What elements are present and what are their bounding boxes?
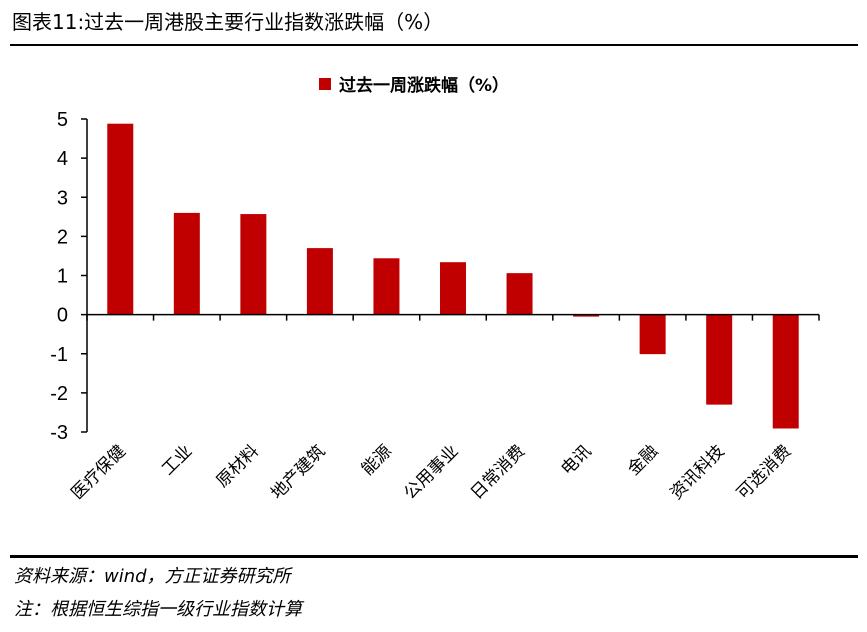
source-note: 资料来源：wind，方正证券研究所	[14, 566, 291, 587]
bar	[373, 258, 400, 315]
x-category-label: 资讯科技	[666, 441, 728, 503]
chart-legend: 过去一周涨跌幅（%）	[319, 75, 509, 96]
x-category-label: 电讯	[557, 441, 595, 479]
bar	[706, 314, 733, 405]
x-category-label: 可选消费	[733, 441, 795, 503]
x-category-label: 能源	[358, 441, 396, 479]
x-category-label: 工业	[158, 441, 196, 479]
x-category-label: 金融	[624, 441, 662, 479]
y-tick-label: 0	[57, 305, 68, 327]
bar-chart: 过去一周涨跌幅（%） 5 4 3 2 1 0 -1 -2 -3 医疗保健 工业 原材料 地产建筑 能源公…	[50, 75, 820, 504]
legend-swatch	[319, 78, 331, 90]
legend-label: 过去一周涨跌幅（%）	[339, 75, 509, 96]
x-category-label: 地产建筑	[267, 441, 329, 503]
bar	[573, 314, 600, 317]
bar	[107, 123, 134, 315]
figure-title: 图表11:过去一周港股主要行业指数涨跌幅（%）	[12, 10, 444, 34]
x-category-label: 日常消费	[467, 441, 529, 503]
bar	[306, 248, 333, 315]
y-tick-label: -1	[50, 344, 68, 366]
category-labels: 医疗保健 工业 原材料 地产建筑 能源 公用事业 日常消费 电讯 金融 资讯科技 可选消费	[68, 441, 796, 503]
footer-rule	[10, 555, 858, 558]
bar	[173, 212, 200, 315]
y-tick-label: 2	[57, 226, 68, 248]
bar	[506, 273, 533, 315]
bar	[440, 262, 466, 315]
y-tick-label: 1	[57, 266, 68, 288]
y-tick-label: 5	[57, 109, 68, 131]
x-category-label: 原材料	[213, 441, 263, 491]
bar	[639, 314, 666, 355]
y-tick-label: -3	[50, 422, 68, 444]
x-category-label: 医疗保健	[68, 441, 130, 503]
y-axis: 5 4 3 2 1 0 -1 -2 -3	[50, 109, 88, 444]
x-axis	[86, 313, 820, 321]
y-tick-label: -2	[50, 383, 68, 405]
title-rule	[10, 44, 858, 46]
calc-note: 注：根据恒生综指一级行业指数计算	[14, 599, 302, 620]
x-category-label: 公用事业	[400, 441, 462, 503]
y-tick-label: 3	[57, 187, 68, 209]
y-tick-label: 4	[57, 148, 68, 170]
bar	[240, 214, 267, 315]
bars-group	[107, 123, 799, 429]
bar	[772, 314, 799, 429]
